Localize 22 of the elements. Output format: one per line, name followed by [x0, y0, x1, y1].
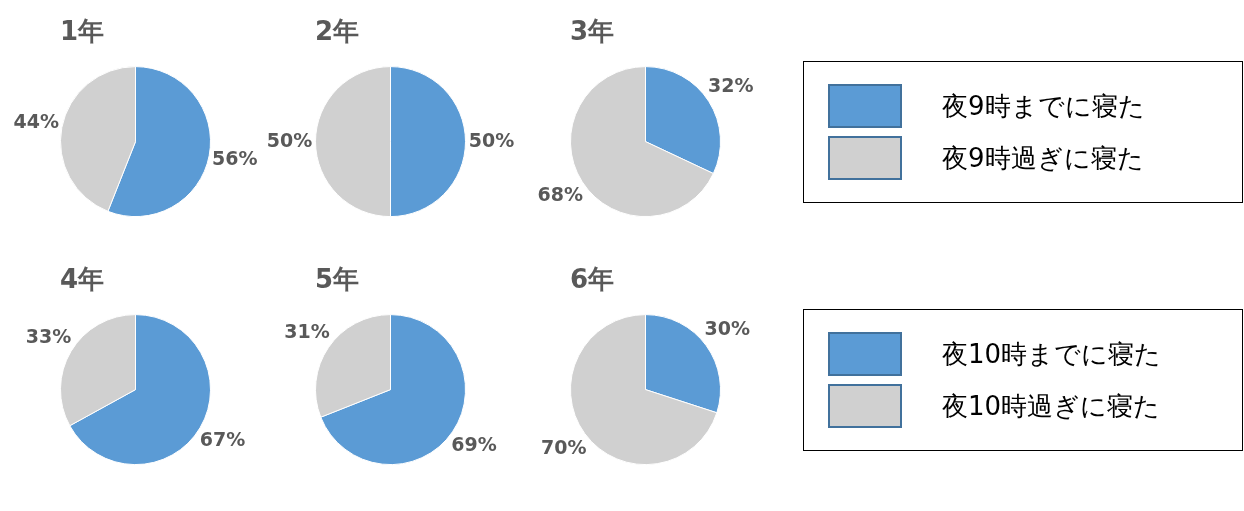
data-label: 30%: [704, 317, 750, 340]
data-label: 44%: [13, 109, 60, 132]
legend-label: 夜9時過ぎに寝た: [942, 141, 1144, 175]
data-label: 50%: [468, 128, 515, 151]
data-label: 67%: [199, 427, 246, 450]
chart-title: 6年: [570, 264, 615, 295]
legend-label: 夜9時までに寝た: [942, 89, 1145, 123]
chart-title: 2年: [315, 16, 360, 47]
data-label: 31%: [284, 319, 330, 342]
chart-title: 1年: [60, 16, 105, 47]
chart-title: 3年: [570, 16, 615, 47]
data-label: 69%: [451, 433, 497, 456]
chart-title: 4年: [60, 264, 105, 295]
data-label: 70%: [541, 435, 587, 458]
data-label: 33%: [25, 325, 72, 348]
data-label: 68%: [537, 182, 583, 205]
legend-label: 夜10時過ぎに寝た: [942, 389, 1161, 423]
data-label: 56%: [211, 147, 258, 170]
chart-title: 5年: [315, 264, 360, 295]
data-label: 50%: [266, 128, 313, 151]
data-label: 32%: [708, 74, 754, 97]
legend-label: 夜10時までに寝た: [942, 337, 1162, 371]
